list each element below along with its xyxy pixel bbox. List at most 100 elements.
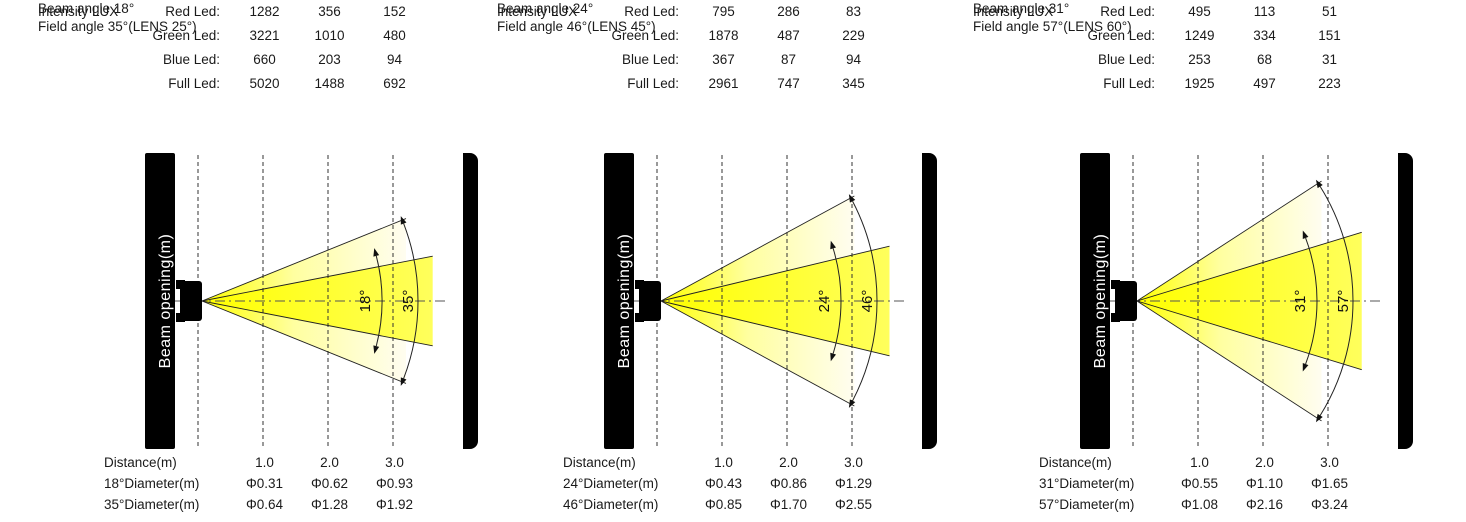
distance-table: Distance(m) 1.0 2.0 3.0 18°Diameter(m) Φ0.31 Φ… — [38, 452, 427, 515]
intensity-table: Intensity LUX Red Led: 495 113 51 Green Led: 1… — [973, 0, 1362, 96]
led-row-label: Blue Led: — [621, 52, 679, 67]
lux-value: 1282 — [249, 4, 280, 19]
lux-value: 31 — [1321, 52, 1338, 67]
lux-value: 253 — [1188, 52, 1211, 67]
beam-edge-lower — [1136, 300, 1362, 371]
distance-value: Φ0.62 — [310, 476, 349, 491]
lux-value: 487 — [777, 28, 800, 43]
arc-arrowhead — [400, 216, 407, 225]
led-row-label: Green Led: — [152, 28, 220, 43]
arc-arrowhead — [400, 377, 407, 386]
lux-value: 497 — [1253, 76, 1276, 91]
distance-value: Φ1.92 — [375, 497, 414, 512]
panel-header: Beam angle 24° Field angle 46°(LENS 45°) — [497, 0, 656, 36]
field-angle-title: Field angle 57°(LENS 60°) — [973, 19, 1132, 34]
intensity-lux-label: Intensity LUX — [497, 4, 578, 19]
intensity-prefix-spacer — [38, 24, 150, 48]
lux-value: 51 — [1321, 4, 1338, 19]
lux-value: 367 — [712, 52, 735, 67]
distance-row-label: 31°Diameter(m) — [1039, 476, 1135, 491]
led-row-label: Full Led: — [1103, 76, 1155, 91]
arc-arrowhead — [1302, 362, 1309, 372]
lux-value: 747 — [777, 76, 800, 91]
lux-value: 1010 — [314, 28, 345, 43]
arc-arrowhead — [848, 399, 856, 408]
distance-row-label: 46°Diameter(m) — [563, 497, 659, 512]
distance-row-label: 57°Diameter(m) — [1039, 497, 1135, 512]
intensity-prefix-spacer — [973, 72, 1085, 96]
intensity-prefix-spacer — [497, 72, 609, 96]
lux-value: 692 — [383, 76, 406, 91]
lux-value: 795 — [712, 4, 735, 19]
field-edge-upper — [1136, 180, 1322, 302]
distance-value: Φ2.55 — [834, 497, 873, 512]
lux-value: 5020 — [249, 76, 280, 91]
field-angle-arc — [403, 223, 419, 379]
distance-value: 3.0 — [385, 455, 404, 470]
intensity-prefix-spacer — [497, 24, 609, 48]
beam-opening-axis-label: Beam opening(m) — [1092, 234, 1109, 369]
right-wall — [463, 153, 478, 449]
beam-angle-title: Beam angle 18° — [38, 1, 135, 16]
field-edge-upper — [201, 218, 407, 302]
lux-value: 286 — [777, 4, 800, 19]
field-angle-arc-label: 35° — [400, 290, 417, 313]
lux-value: 1488 — [314, 76, 345, 91]
distance-value: 1.0 — [714, 455, 733, 470]
intensity-prefix-spacer — [973, 24, 1085, 48]
led-row-label: Blue Led: — [1097, 52, 1155, 67]
intensity-prefix-spacer — [497, 48, 609, 72]
field-edge-upper — [660, 195, 855, 302]
beam-angle-arc — [832, 248, 842, 354]
arc-arrowhead — [1315, 179, 1323, 189]
panel-beam-18: Beam angle 18° Field angle 35°(LENS 25°)… — [38, 0, 500, 522]
lux-value: 203 — [318, 52, 341, 67]
beam-angle-arc-label: 18° — [357, 290, 374, 313]
panel-beam-24: Beam angle 24° Field angle 46°(LENS 45°)… — [497, 0, 959, 522]
lux-value: 480 — [383, 28, 406, 43]
distance-value: 1.0 — [255, 455, 274, 470]
led-row-label: Red Led: — [1100, 4, 1155, 19]
lux-value: 87 — [780, 52, 797, 67]
beam-opening-axis-label: Beam opening(m) — [616, 234, 633, 369]
lux-value: 94 — [845, 52, 862, 67]
arc-arrowhead — [830, 240, 837, 250]
lux-value: 113 — [1253, 4, 1276, 19]
intensity-prefix-spacer — [38, 48, 150, 72]
distance-value: Φ0.31 — [245, 476, 284, 491]
beam-diagram: 31° 57° Beam opening(m) — [1080, 153, 1413, 449]
distance-row-label: Distance(m) — [1039, 455, 1112, 470]
lux-value: 3221 — [249, 28, 280, 43]
lux-value: 68 — [1256, 52, 1273, 67]
arc-arrowhead — [830, 352, 837, 362]
lux-value: 2961 — [708, 76, 739, 91]
lux-value: 83 — [845, 4, 862, 19]
beam-angle-title: Beam angle 31° — [973, 1, 1070, 16]
beam-angle-arc — [375, 255, 383, 347]
left-wall — [1080, 153, 1110, 449]
arc-arrowhead — [1315, 413, 1323, 423]
distance-value: Φ1.08 — [1180, 497, 1219, 512]
beam-angle-arc — [1305, 237, 1318, 365]
beam-edge-upper — [1136, 231, 1362, 302]
distance-value: Φ1.70 — [769, 497, 808, 512]
lux-value: 1925 — [1184, 76, 1215, 91]
beam-edge-upper — [660, 245, 890, 302]
lux-value: 495 — [1188, 4, 1211, 19]
field-angle-arc — [1319, 186, 1354, 416]
lux-value: 94 — [386, 52, 403, 67]
beam-angle-title: Beam angle 24° — [497, 1, 594, 16]
led-row-label: Red Led: — [165, 4, 220, 19]
beam-diagram: 18° 35° Beam opening(m) — [145, 153, 478, 449]
intensity-table: Intensity LUX Red Led: 1282 356 152 Green Led… — [38, 0, 427, 96]
panel-header: Beam angle 18° Field angle 35°(LENS 25°) — [38, 0, 197, 36]
beam-cone-fill — [1137, 232, 1362, 370]
light-fixture-icon — [1111, 280, 1137, 322]
beam-angle-arc-label: 24° — [816, 290, 833, 313]
distance-table: Distance(m) 1.0 2.0 3.0 24°Diameter(m) Φ0.43 Φ… — [497, 452, 886, 515]
distance-value: 2.0 — [1255, 455, 1274, 470]
distance-value: Φ1.29 — [834, 476, 873, 491]
right-wall — [922, 153, 937, 449]
distance-row-label: Distance(m) — [563, 455, 636, 470]
